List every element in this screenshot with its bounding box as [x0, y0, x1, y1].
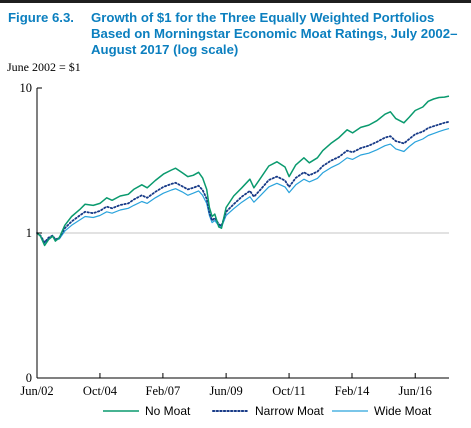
legend-label-narrow-moat: Narrow Moat: [255, 404, 324, 418]
x-tick-label: Oct/11: [272, 384, 306, 398]
legend: No Moat Narrow Moat Wide Moat: [103, 404, 432, 418]
series-line-narrow-moat: [36, 120, 450, 244]
axes-layer: 0 1 10 Jun/02 Oct/04 Feb/07 Jun/09 Oct/11 Feb/14…: [20, 81, 449, 398]
x-tick-label: Feb/07: [146, 384, 181, 398]
top-rule: [0, 0, 471, 3]
y-axis-units-note: June 2002 = $1: [7, 60, 81, 74]
series-layer: [36, 95, 450, 247]
y-tick-label: 0: [26, 371, 32, 385]
figure-title: Growth of $1 for the Three Equally Weigh…: [91, 10, 458, 57]
legend-label-wide-moat: Wide Moat: [374, 404, 432, 418]
x-tick-label: Oct/04: [83, 384, 118, 398]
legend-label-no-moat: No Moat: [145, 404, 191, 418]
x-tick-label: Jun/09: [209, 384, 242, 398]
series-line-no-moat: [36, 95, 450, 247]
x-tick-label: Jun/16: [399, 384, 432, 398]
x-tick-label: Jun/02: [20, 384, 53, 398]
x-tick-label: Feb/14: [335, 384, 370, 398]
figure-label: Figure 6.3.: [8, 10, 74, 25]
y-tick-label: 10: [20, 81, 33, 95]
y-tick-label: 1: [26, 226, 32, 240]
